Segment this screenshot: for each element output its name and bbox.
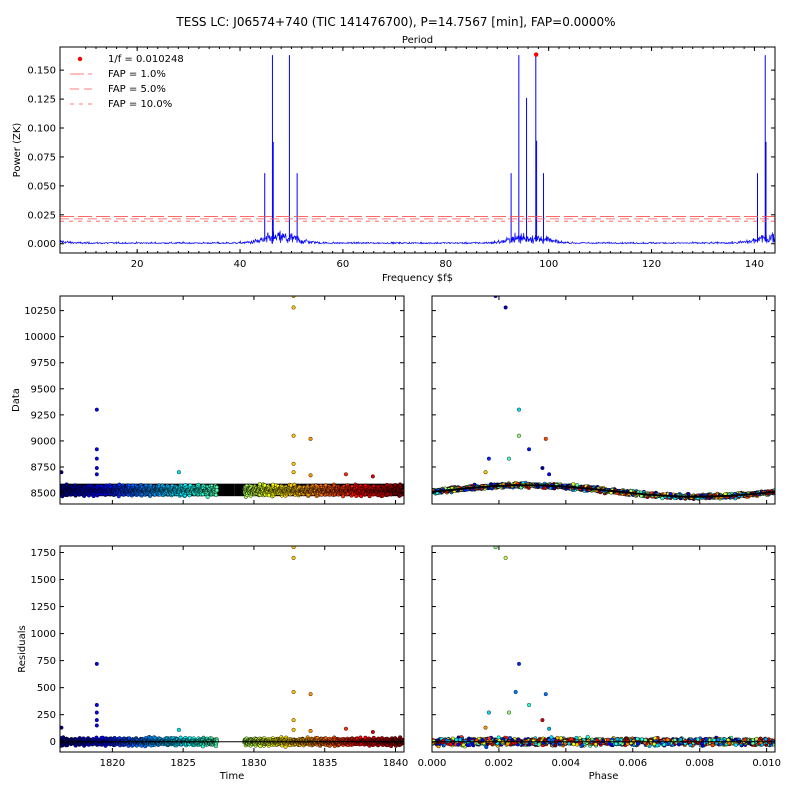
power-axis-label: Power (ZK) [12, 123, 23, 178]
data-point [205, 494, 210, 499]
outlier-point [308, 473, 313, 478]
outlier-point [506, 456, 511, 461]
data-point [289, 483, 294, 488]
periodogram-frame [59, 46, 776, 254]
outlier-point [176, 470, 181, 475]
outlier-point [94, 472, 99, 477]
outlier-point [483, 470, 488, 475]
legend-marker-best [77, 56, 83, 62]
legend-label-fap: FAP = 5.0% [108, 84, 166, 95]
y-tick-label: 9000 [31, 436, 56, 447]
figure-title: TESS LC: J06574+740 (TIC 141476700), P=1… [175, 15, 615, 29]
outlier-point [503, 305, 508, 310]
period-axis-label: Period [402, 35, 433, 46]
outlier-point [94, 407, 99, 412]
periodogram-legend: 1/f = 0.010248 FAP = 1.0% FAP = 5.0% FAP = … [70, 54, 184, 110]
phase-point [575, 483, 580, 488]
outlier-point [94, 466, 99, 471]
y-tick-label: 0.125 [27, 95, 56, 106]
data-phase-plot-area [432, 296, 775, 502]
data-point [262, 483, 267, 488]
data-point [323, 483, 328, 488]
y-tick-label: 9250 [31, 410, 56, 421]
outlier-point [547, 472, 552, 477]
best-frequency-marker [533, 52, 539, 57]
outlier-point [370, 474, 375, 479]
data-point [117, 482, 122, 487]
phase-point [660, 496, 665, 501]
periodogram-noise [60, 230, 775, 245]
data-point [64, 482, 69, 487]
data-time-frame [59, 295, 405, 505]
outlier-point [291, 305, 296, 310]
outlier-point [527, 447, 532, 452]
data-time-panel: 8500 8750 9000 9250 9500 9750 10000 10250 Data [11, 295, 405, 505]
x-tick-label: 100 [539, 259, 558, 270]
outlier-point [486, 456, 491, 461]
y-tick-label: 0.025 [27, 210, 56, 221]
data-point [213, 493, 218, 498]
data-point [214, 488, 219, 493]
residuals-time-plot-area [60, 546, 404, 749]
legend-label-fap: FAP = 1.0% [108, 69, 166, 80]
data-time-plot-area [60, 296, 404, 499]
residuals-time-panel: 1820 1825 1830 1835 184002505007501000125015… [17, 545, 408, 782]
x-tick-label: 140 [745, 259, 764, 270]
outlier-point [308, 436, 313, 441]
y-tick-label: 0.075 [27, 152, 56, 163]
x-tick-label: 20 [131, 259, 144, 270]
periodogram-plot-area [60, 52, 775, 245]
outlier-point [291, 433, 296, 438]
frequency-axis-label: Frequency $f$ [382, 273, 453, 284]
outlier-point [94, 456, 99, 461]
x-tick-label: 40 [234, 259, 247, 270]
outlier-point [543, 436, 548, 441]
y-tick-label: 9750 [31, 358, 56, 369]
legend-label-best: 1/f = 0.010248 [108, 54, 184, 65]
data-phase-panel [431, 295, 776, 505]
model-curve [432, 484, 775, 498]
phase-point [686, 492, 691, 497]
y-tick-label: 10000 [24, 332, 56, 343]
x-tick-label: 60 [337, 259, 350, 270]
y-tick-label: 8500 [31, 489, 56, 500]
outlier-point [291, 470, 296, 475]
y-tick-label: 9500 [31, 384, 56, 395]
y-tick-label: 8750 [31, 462, 56, 473]
data-phase-frame [431, 295, 776, 505]
y-tick-label: 0.100 [27, 124, 56, 135]
x-tick-label: 120 [642, 259, 661, 270]
outlier-point [540, 466, 545, 471]
y-tick-label: 10250 [24, 306, 56, 317]
data-axis-label: Data [11, 388, 22, 412]
data-point [257, 482, 262, 487]
outlier-point [94, 447, 99, 452]
y-tick-label: 0.150 [27, 66, 56, 77]
phase-point [571, 482, 576, 487]
data-point [354, 494, 359, 499]
outlier-point [343, 472, 348, 477]
y-tick-label: 0.000 [27, 239, 56, 250]
legend-label-fap: FAP = 10.0% [108, 99, 172, 110]
outlier-point [60, 470, 64, 475]
outlier-point [291, 461, 296, 466]
outlier-point [517, 407, 522, 412]
periodogram-panel: 20 40 60 80 100 120 140 0.000 0.025 0.050 0.075 0.1… [12, 35, 776, 284]
x-tick-label: 80 [439, 259, 452, 270]
outlier-point [517, 433, 522, 438]
y-tick-label: 0.050 [27, 181, 56, 192]
